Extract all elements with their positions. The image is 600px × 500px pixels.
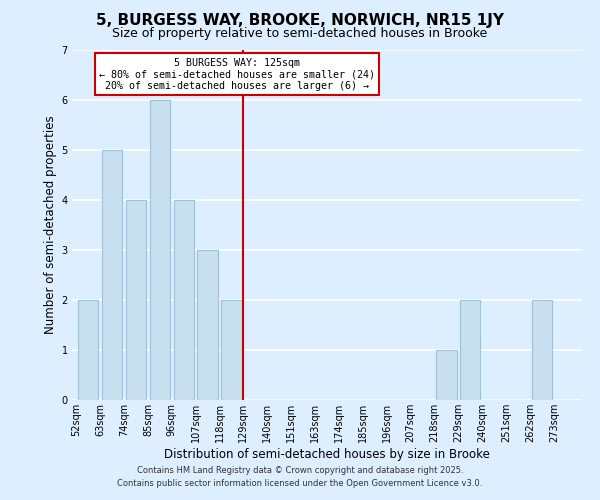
Bar <box>150 100 170 400</box>
Bar <box>173 200 194 400</box>
Bar <box>102 150 122 400</box>
Bar <box>436 350 457 400</box>
Bar <box>78 300 98 400</box>
Bar <box>197 250 218 400</box>
X-axis label: Distribution of semi-detached houses by size in Brooke: Distribution of semi-detached houses by … <box>164 448 490 460</box>
Text: 5, BURGESS WAY, BROOKE, NORWICH, NR15 1JY: 5, BURGESS WAY, BROOKE, NORWICH, NR15 1J… <box>96 12 504 28</box>
Text: Size of property relative to semi-detached houses in Brooke: Size of property relative to semi-detach… <box>112 28 488 40</box>
Bar <box>532 300 552 400</box>
Bar <box>221 300 242 400</box>
Bar <box>460 300 481 400</box>
Bar <box>126 200 146 400</box>
Text: 5 BURGESS WAY: 125sqm
← 80% of semi-detached houses are smaller (24)
20% of semi: 5 BURGESS WAY: 125sqm ← 80% of semi-deta… <box>99 58 375 90</box>
Text: Contains HM Land Registry data © Crown copyright and database right 2025.
Contai: Contains HM Land Registry data © Crown c… <box>118 466 482 487</box>
Y-axis label: Number of semi-detached properties: Number of semi-detached properties <box>44 116 58 334</box>
